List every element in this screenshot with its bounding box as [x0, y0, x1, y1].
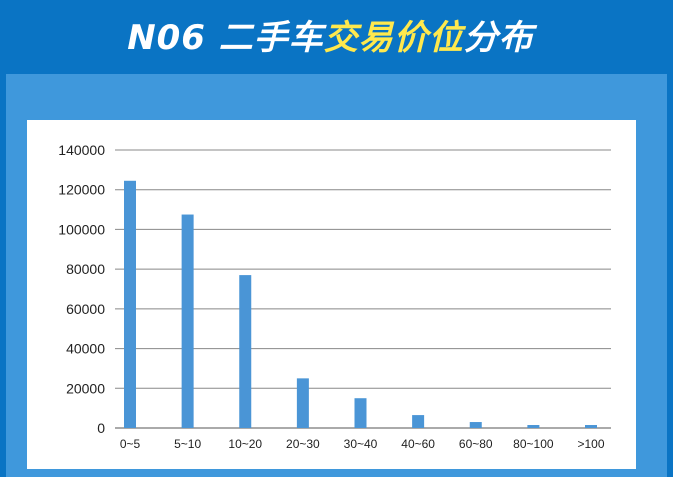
y-tick-label: 20000 [66, 380, 105, 396]
y-tick-label: 0 [97, 420, 105, 436]
x-tick-label: 20~30 [286, 437, 320, 451]
x-tick-label: >100 [577, 437, 604, 451]
bar [239, 275, 252, 428]
bar [469, 422, 482, 428]
x-tick-label: 10~20 [228, 437, 262, 451]
title-part1: N06 二手车 [127, 17, 324, 58]
page-title: N06 二手车交易价位分布 [127, 10, 534, 59]
x-tick-label: 0~5 [120, 437, 141, 451]
y-axis-ticks: 0 20000 40000 60000 80000 100000 120000 140000 [58, 142, 105, 436]
bar [585, 425, 597, 428]
gridlines [115, 149, 611, 429]
bar [354, 398, 367, 428]
y-tick-label: 40000 [66, 341, 105, 357]
y-tick-label: 140000 [58, 142, 105, 158]
bar [124, 180, 136, 428]
x-axis-ticks: 0~5 5~10 10~20 20~30 30~40 40~60 60~80 80~100 >1… [120, 437, 605, 451]
x-tick-label: 5~10 [174, 437, 201, 451]
bar-chart: 020000400006000080000100000120000140000 … [58, 142, 611, 451]
y-tick-label: 100000 [58, 221, 105, 237]
x-tick-label: 80~100 [513, 437, 554, 451]
chart-card: 0 20000 40000 60000 80000 100000 120000 140000 … [27, 120, 636, 469]
title-part2: 分布 [463, 17, 534, 58]
bar [181, 214, 194, 428]
y-tick-label: 60000 [66, 301, 105, 317]
title-highlight: 交易价位 [323, 17, 464, 58]
header-banner: N06 二手车交易价位分布 [0, 0, 673, 68]
bar [296, 378, 309, 428]
chart-panel: 0 20000 40000 60000 80000 100000 120000 140000 … [6, 74, 667, 477]
x-tick-label: 30~40 [344, 437, 378, 451]
x-tick-label: 60~80 [459, 437, 493, 451]
bar [527, 425, 540, 428]
x-tick-label: 40~60 [401, 437, 435, 451]
bars [124, 180, 597, 428]
y-tick-label: 80000 [66, 261, 105, 277]
y-tick-label: 120000 [58, 182, 105, 198]
bar [412, 415, 425, 428]
